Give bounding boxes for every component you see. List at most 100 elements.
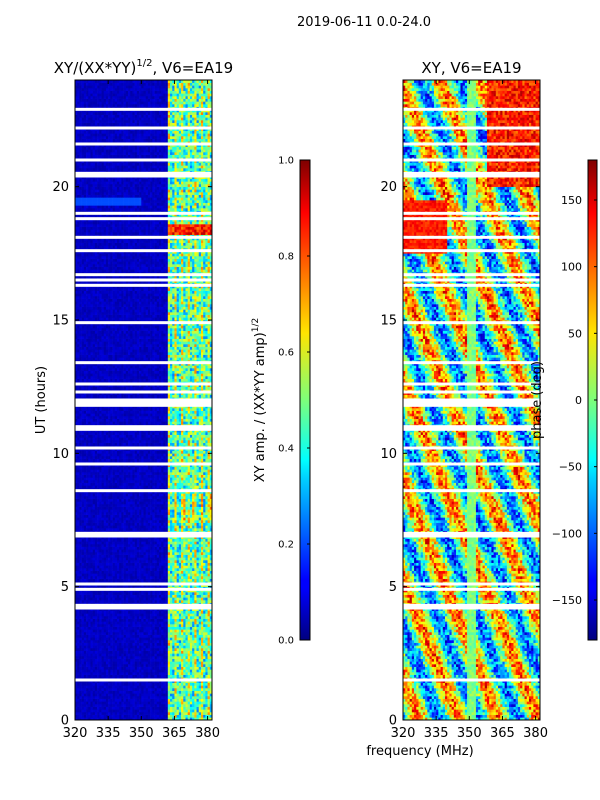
heatmap-cell xyxy=(92,666,96,670)
heatmap-cell xyxy=(99,664,102,667)
heatmap-cell xyxy=(147,706,151,710)
heatmap-cell xyxy=(103,632,107,635)
heatmap-cell xyxy=(150,712,153,715)
heatmap-cell xyxy=(196,552,200,555)
heatmap-cell xyxy=(130,538,133,542)
heatmap-cell xyxy=(77,594,80,598)
heatmap-cell xyxy=(88,656,91,659)
heatmap-cell xyxy=(196,522,200,526)
heatmap-cell xyxy=(194,554,197,558)
heatmap-cell xyxy=(130,618,133,622)
heatmap-cell xyxy=(163,562,166,566)
heatmap-cell xyxy=(94,648,98,651)
heatmap-cell xyxy=(77,600,80,603)
heatmap-cell xyxy=(94,706,98,710)
heatmap-cell xyxy=(112,640,116,643)
heatmap-cell xyxy=(154,592,158,595)
heatmap-cell xyxy=(150,658,153,662)
heatmap-cell xyxy=(101,658,105,662)
heatmap-cell xyxy=(119,626,122,630)
heatmap-cell xyxy=(110,504,113,507)
heatmap-cell xyxy=(152,690,155,694)
heatmap-cell xyxy=(172,648,175,651)
heatmap-cell xyxy=(205,520,208,523)
heatmap-cell xyxy=(198,672,202,675)
heatmap-cell xyxy=(183,613,186,617)
heatmap-cell xyxy=(205,592,208,595)
heatmap-cell xyxy=(94,552,98,555)
heatmap-cell xyxy=(209,538,212,542)
heatmap-cell xyxy=(114,690,118,694)
heatmap-cell xyxy=(83,642,87,646)
heatmap-cell xyxy=(158,512,162,515)
heatmap-cell xyxy=(196,525,200,529)
heatmap-cell xyxy=(116,565,120,569)
heatmap-cell xyxy=(136,557,140,561)
heatmap-cell xyxy=(145,520,149,523)
heatmap-cell xyxy=(158,690,162,694)
heatmap-cell xyxy=(150,552,153,555)
heatmap-cell xyxy=(150,578,153,582)
heatmap-cell xyxy=(178,656,182,659)
heatmap-cell xyxy=(114,570,118,574)
heatmap-cell xyxy=(209,664,212,667)
heatmap-cell xyxy=(187,541,191,545)
heatmap-cell xyxy=(114,624,118,627)
heatmap-cell xyxy=(200,549,204,553)
heatmap-cell xyxy=(207,538,211,542)
heatmap-cell xyxy=(203,688,206,691)
heatmap-cell xyxy=(112,549,116,553)
heatmap-cell xyxy=(194,576,197,579)
heatmap-cell xyxy=(88,552,91,555)
heatmap-cell xyxy=(154,682,158,686)
heatmap-cell xyxy=(178,714,182,718)
heatmap-cell xyxy=(200,661,204,665)
heatmap-cell xyxy=(136,693,140,697)
heatmap-cell xyxy=(88,594,91,598)
heatmap-cell xyxy=(178,672,182,675)
heatmap-cell xyxy=(167,634,171,638)
heatmap-cell xyxy=(205,554,208,558)
heatmap-cell xyxy=(145,544,149,547)
heatmap-cell xyxy=(189,688,193,691)
heatmap-cell xyxy=(154,685,158,689)
heatmap-cell xyxy=(194,616,197,619)
heatmap-cell xyxy=(103,525,107,529)
heatmap-cell xyxy=(183,717,186,720)
heatmap-cell xyxy=(203,701,206,705)
heatmap-cell xyxy=(110,696,113,699)
heatmap-cell xyxy=(156,685,160,689)
heatmap-cell xyxy=(181,562,184,566)
heatmap-cell xyxy=(185,717,188,720)
heatmap-cell xyxy=(86,554,89,558)
heatmap-cell xyxy=(187,664,191,667)
heatmap-cell xyxy=(165,514,169,518)
heatmap-cell xyxy=(121,576,124,579)
heatmap-cell xyxy=(163,672,166,675)
heatmap-cell xyxy=(88,528,91,531)
heatmap-cell xyxy=(97,698,100,702)
heatmap-cell xyxy=(103,642,107,646)
heatmap-cell xyxy=(83,621,87,625)
heatmap-cell xyxy=(185,525,188,529)
heatmap-cell xyxy=(145,714,149,718)
heatmap-cell xyxy=(181,570,184,574)
heatmap-cell xyxy=(198,629,202,633)
heatmap-cell xyxy=(90,514,93,518)
heatmap-cell xyxy=(90,664,93,667)
heatmap-cell xyxy=(198,674,202,678)
heatmap-cell xyxy=(203,578,206,582)
heatmap-cell xyxy=(94,624,98,627)
heatmap-cell xyxy=(172,570,175,574)
heatmap-cell xyxy=(181,650,184,654)
heatmap-cell xyxy=(147,642,151,646)
heatmap-cell xyxy=(128,528,131,531)
heatmap-cell xyxy=(99,538,102,542)
heatmap-cell xyxy=(101,552,105,555)
heatmap-cell xyxy=(112,554,116,558)
heatmap-cell xyxy=(174,688,177,691)
heatmap-cell xyxy=(207,552,211,555)
heatmap-cell xyxy=(183,557,186,561)
heatmap-cell xyxy=(174,552,177,555)
heatmap-cell xyxy=(110,682,113,686)
